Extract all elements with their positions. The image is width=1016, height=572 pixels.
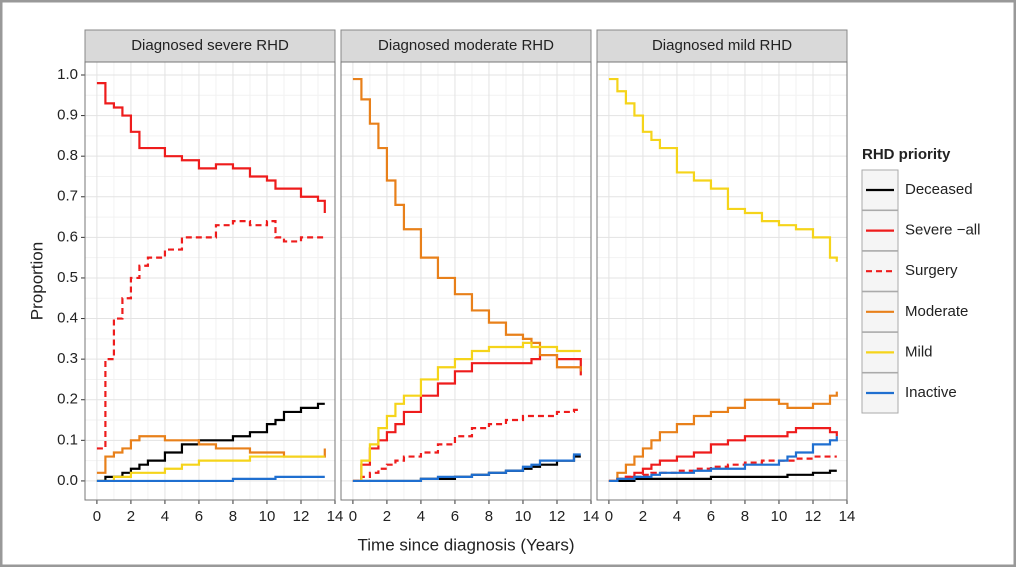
x-tick-label: 0: [605, 508, 613, 525]
x-tick-label: 8: [741, 508, 749, 525]
panel-title: Diagnosed mild RHD: [652, 37, 792, 54]
x-axis-label: Time since diagnosis (Years): [358, 535, 575, 554]
legend-label: Severe −all: [905, 222, 980, 239]
step-line: [608, 77, 838, 262]
x-tick-label: 10: [515, 508, 532, 525]
step-line: [352, 353, 582, 483]
legend-label: Surgery: [905, 262, 958, 279]
y-tick-label: 0.9: [57, 107, 78, 124]
y-tick-label: 0.7: [57, 188, 78, 205]
step-line: [96, 220, 325, 450]
step-line: [96, 455, 325, 483]
step-line: [608, 427, 838, 483]
y-tick-label: 0.2: [57, 391, 78, 408]
legend-label: Deceased: [905, 181, 973, 198]
x-tick-label: 12: [549, 508, 566, 525]
panel-title: Diagnosed moderate RHD: [378, 37, 554, 54]
y-tick-label: 0.5: [57, 269, 78, 286]
legend-label: Mild: [905, 343, 933, 360]
x-tick-label: 2: [127, 508, 135, 525]
x-tick-label: 10: [771, 508, 788, 525]
x-tick-label: 14: [327, 508, 344, 525]
x-tick-label: 8: [485, 508, 493, 525]
y-tick-label: 0.6: [57, 228, 78, 245]
x-tick-label: 0: [349, 508, 357, 525]
x-tick-label: 4: [417, 508, 425, 525]
step-line: [96, 82, 326, 214]
step-line: [352, 453, 581, 483]
x-tick-label: 4: [673, 508, 681, 525]
step-line: [352, 341, 581, 483]
panel: [85, 62, 335, 500]
y-axis-label: Proportion: [27, 242, 46, 320]
y-tick-label: 0.0: [57, 472, 78, 489]
panel: [597, 62, 847, 500]
legend-label: Moderate: [905, 303, 968, 320]
step-line: [608, 391, 838, 483]
y-tick-label: 0.3: [57, 350, 78, 367]
step-line: [96, 435, 326, 474]
panel-border: [84, 61, 336, 501]
panel: [341, 62, 591, 500]
x-tick-label: 14: [839, 508, 856, 525]
panel-border: [340, 61, 592, 501]
x-tick-label: 12: [805, 508, 822, 525]
legend-label: Inactive: [905, 384, 957, 401]
x-tick-label: 6: [707, 508, 715, 525]
y-tick-label: 0.1: [57, 431, 78, 448]
strip: [340, 29, 592, 63]
x-tick-label: 2: [383, 508, 391, 525]
x-tick-label: 10: [259, 508, 276, 525]
x-tick-label: 2: [639, 508, 647, 525]
step-line: [352, 408, 581, 483]
strip: [596, 29, 848, 63]
x-tick-label: 6: [195, 508, 203, 525]
step-line: [352, 77, 582, 372]
panel-border: [596, 61, 848, 501]
x-tick-label: 4: [161, 508, 169, 525]
x-tick-label: 6: [451, 508, 459, 525]
step-line: [608, 436, 838, 483]
x-tick-label: 8: [229, 508, 237, 525]
step-line: [96, 475, 325, 483]
x-tick-label: 0: [93, 508, 101, 525]
y-tick-label: 0.8: [57, 147, 78, 164]
legend-title: RHD priority: [862, 146, 951, 163]
y-tick-label: 0.4: [57, 310, 78, 327]
strip: [84, 29, 336, 63]
x-tick-label: 14: [583, 508, 600, 525]
panel-title: Diagnosed severe RHD: [131, 37, 289, 54]
x-tick-label: 12: [293, 508, 310, 525]
y-tick-label: 1.0: [57, 66, 78, 83]
